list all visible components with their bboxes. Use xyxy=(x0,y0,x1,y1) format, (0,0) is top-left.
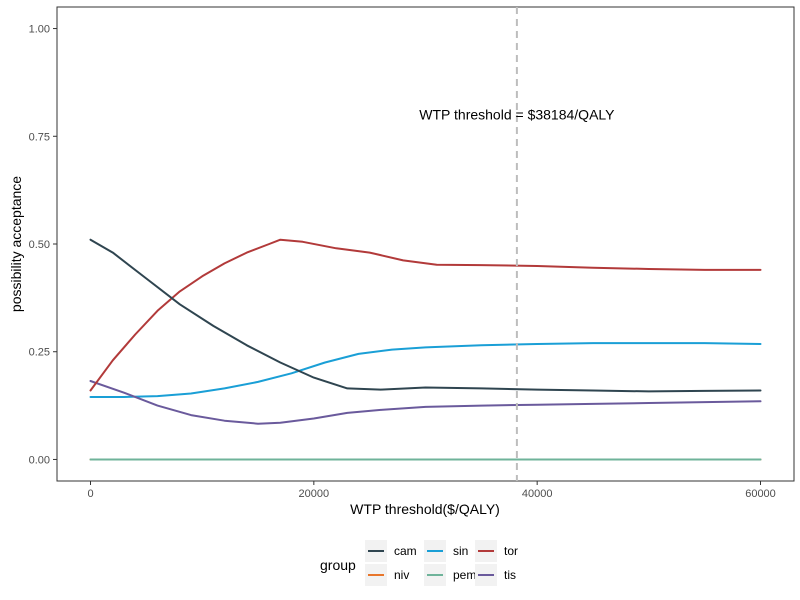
x-tick-label: 60000 xyxy=(745,488,776,500)
y-tick-label: 0.75 xyxy=(29,131,50,143)
x-axis-ticks: 0 20000 40000 60000 xyxy=(87,481,776,500)
y-tick-label: 0.50 xyxy=(29,239,50,251)
y-axis-ticks: 0.00 0.25 0.50 0.75 1.00 xyxy=(29,24,57,466)
legend-items: cam niv sin pem tor tis xyxy=(365,540,518,586)
series-line-sin xyxy=(89,342,762,398)
x-tick-label: 0 xyxy=(87,488,93,500)
y-tick-label: 0.25 xyxy=(29,347,50,359)
x-tick-label: 20000 xyxy=(299,488,330,500)
legend-label-tor: tor xyxy=(504,544,518,558)
y-axis-title: possibility acceptance xyxy=(8,176,24,312)
series-line-tis xyxy=(89,380,762,425)
x-axis-title: WTP threshold($/QALY) xyxy=(350,501,500,517)
legend-label-niv: niv xyxy=(394,568,409,582)
legend-title: group xyxy=(320,557,356,573)
y-tick-label: 1.00 xyxy=(29,24,50,36)
series-line-cam xyxy=(89,238,762,393)
threshold-annotation: WTP threshold = $38184/QALY xyxy=(419,107,615,123)
legend: group cam niv sin pem tor tis xyxy=(320,540,518,586)
legend-label-sin: sin xyxy=(453,544,468,558)
series-line-tor xyxy=(89,238,762,392)
x-tick-label: 40000 xyxy=(522,488,553,500)
legend-label-cam: cam xyxy=(394,544,417,558)
plot-panel xyxy=(56,6,795,482)
y-tick-label: 0.00 xyxy=(29,454,50,466)
legend-label-pem: pem xyxy=(453,568,476,582)
legend-label-tis: tis xyxy=(504,568,516,582)
series-lines xyxy=(89,238,762,461)
